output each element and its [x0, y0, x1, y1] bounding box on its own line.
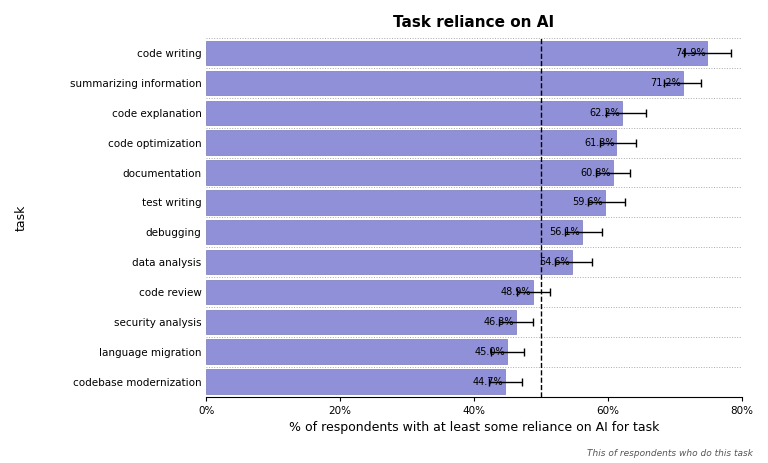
Bar — [207, 100, 622, 125]
Bar — [207, 41, 707, 65]
Text: 56.1%: 56.1% — [549, 227, 580, 237]
Text: 71.2%: 71.2% — [650, 78, 680, 88]
Text: 54.6%: 54.6% — [539, 257, 570, 267]
Text: 61.3%: 61.3% — [584, 138, 614, 148]
X-axis label: % of respondents with at least some reliance on AI for task: % of respondents with at least some reli… — [289, 421, 659, 434]
Text: 48.9%: 48.9% — [501, 287, 531, 297]
Y-axis label: task: task — [15, 204, 28, 231]
Bar — [207, 339, 508, 364]
Bar — [207, 131, 617, 155]
Text: 45.0%: 45.0% — [475, 347, 505, 357]
Text: 44.7%: 44.7% — [472, 376, 503, 387]
Bar — [207, 310, 516, 334]
Text: 60.8%: 60.8% — [581, 168, 611, 177]
Bar — [207, 369, 505, 394]
Bar — [207, 280, 534, 304]
Text: 46.3%: 46.3% — [484, 317, 514, 327]
Text: 74.9%: 74.9% — [675, 48, 705, 58]
Bar — [207, 220, 581, 244]
Text: This of respondents who do this task: This of respondents who do this task — [587, 450, 753, 458]
Text: 59.6%: 59.6% — [572, 197, 603, 207]
Bar — [207, 160, 613, 185]
Bar — [207, 71, 683, 95]
Bar — [207, 250, 571, 275]
Text: 62.2%: 62.2% — [590, 108, 621, 118]
Bar — [207, 190, 605, 215]
Title: Task reliance on AI: Task reliance on AI — [393, 15, 554, 30]
